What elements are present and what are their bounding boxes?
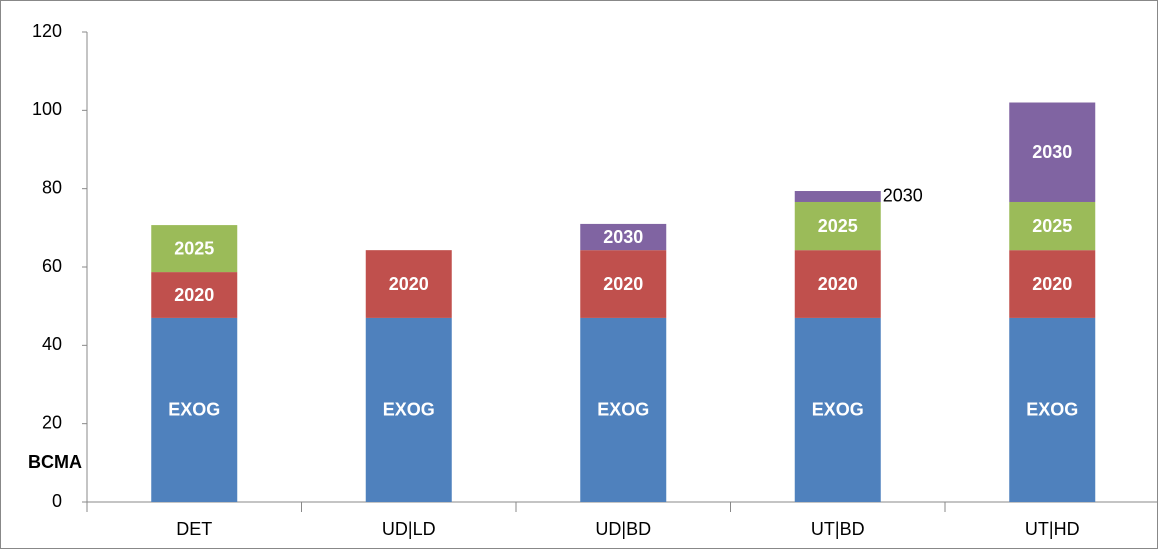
segment-label: 2020 — [1032, 274, 1072, 294]
x-tick-label: UT|BD — [811, 519, 865, 539]
y-tick-label: 60 — [42, 256, 62, 276]
x-tick-label: UD|LD — [382, 519, 436, 539]
segment-label: 2020 — [603, 274, 643, 294]
bar-segment — [1009, 201, 1096, 251]
x-tick-label: DET — [176, 519, 212, 539]
bar-segment — [1009, 317, 1096, 502]
bar-segment — [1009, 102, 1096, 202]
bar-segment — [794, 201, 881, 251]
x-tick-label: UT|HD — [1025, 519, 1080, 539]
y-tick-label: 100 — [32, 99, 62, 119]
bar-segment — [580, 317, 667, 502]
bar-segment — [365, 250, 452, 318]
segment-label: EXOG — [812, 400, 864, 420]
y-axis-label: BCMA — [28, 452, 82, 472]
y-tick-label: 40 — [42, 334, 62, 354]
bar-segment — [794, 191, 881, 202]
segment-label: 2030 — [883, 185, 923, 205]
segment-label: 2025 — [818, 216, 858, 236]
x-tick-label: UD|BD — [595, 519, 651, 539]
segment-label: EXOG — [168, 400, 220, 420]
y-tick-label: 80 — [42, 177, 62, 197]
bar-segment — [151, 225, 238, 273]
bar-segment — [365, 317, 452, 502]
bar-segment — [580, 250, 667, 318]
bar-segment — [580, 223, 667, 251]
segment-label: 2020 — [818, 274, 858, 294]
segment-label: 2020 — [174, 285, 214, 305]
segment-label: 2030 — [1032, 142, 1072, 162]
bar-segment — [151, 272, 238, 318]
segment-label: EXOG — [597, 400, 649, 420]
bar-segment — [1009, 250, 1096, 318]
bar-segment — [794, 250, 881, 318]
bar-segment — [151, 317, 238, 502]
segment-label: 2025 — [1032, 216, 1072, 236]
y-tick-label: 120 — [32, 21, 62, 41]
y-tick-label: 20 — [42, 412, 62, 432]
bar-segment — [794, 317, 881, 502]
segment-label: 2025 — [174, 238, 214, 258]
segment-label: 2030 — [603, 227, 643, 247]
segment-label: 2020 — [389, 274, 429, 294]
y-tick-label: 0 — [52, 491, 62, 511]
segment-label: EXOG — [1026, 400, 1078, 420]
segment-label: EXOG — [383, 400, 435, 420]
